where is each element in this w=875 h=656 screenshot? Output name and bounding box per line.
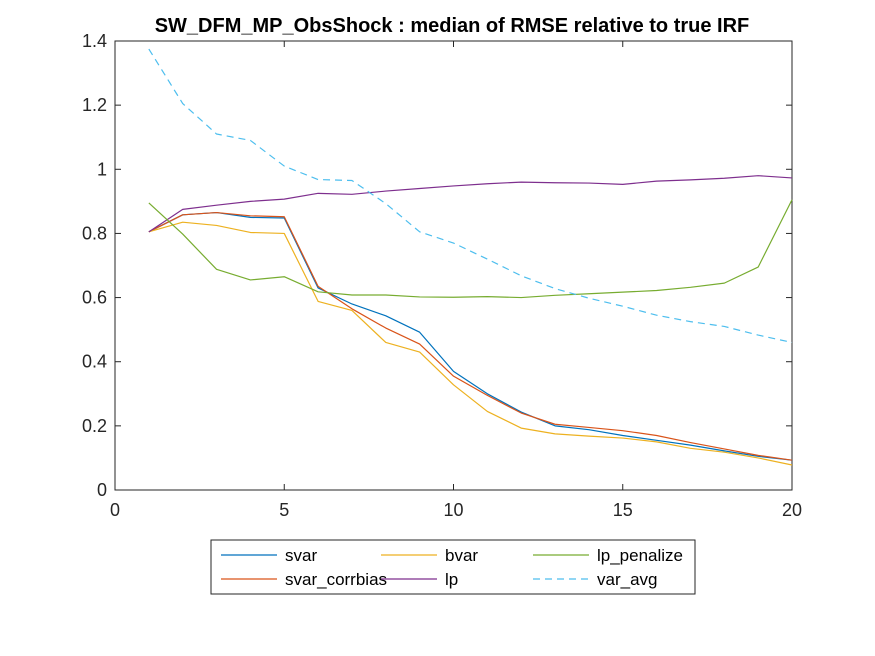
legend-item-svar-corrbias: svar_corrbias [221, 570, 387, 589]
legend-item-bvar: bvar [381, 546, 478, 565]
x-tick-label: 15 [613, 500, 633, 520]
y-tick-label: 0.2 [82, 416, 107, 436]
series-layer [148, 48, 793, 466]
legend-item-lp-penalize: lp_penalize [533, 546, 683, 565]
y-tick-label: 1.4 [82, 31, 107, 51]
legend-label: lp [445, 570, 458, 589]
chart-title: SW_DFM_MP_ObsShock : median of RMSE rela… [155, 15, 750, 37]
y-tick-label: 0.6 [82, 288, 107, 308]
x-tick-label: 0 [110, 500, 120, 520]
series-line-lp [148, 175, 793, 233]
legend-item-lp: lp [381, 570, 458, 589]
legend-label: var_avg [597, 570, 657, 589]
legend: svar bvar lp_penalize svar_corrbias lp var_av… [210, 539, 696, 595]
legend-label: lp_penalize [597, 546, 683, 565]
y-tick-label: 0.8 [82, 223, 107, 243]
legend-box [210, 539, 696, 595]
series-line-bvar [148, 221, 793, 466]
y-tick-label: 0 [97, 480, 107, 500]
y-tick-label: 0.4 [82, 352, 107, 372]
legend-label: svar [285, 546, 317, 565]
legend-item-var-avg: var_avg [533, 570, 657, 589]
series-line-svar-corrbias [148, 211, 793, 461]
plot-area: 0 5 10 15 20 0 0.2 0.4 0.6 0.8 1 1.2 1.4 [82, 31, 802, 520]
legend-label: svar_corrbias [285, 570, 387, 589]
x-tick-label: 20 [782, 500, 802, 520]
x-tick-label: 5 [279, 500, 289, 520]
series-line-lp-penalize [148, 199, 793, 299]
y-tick-label: 1.2 [82, 95, 107, 115]
legend-label: bvar [445, 546, 478, 565]
axes-box [114, 40, 793, 491]
series-line-var-avg [148, 48, 793, 344]
series-line-svar [148, 211, 793, 461]
x-tick-label: 10 [443, 500, 463, 520]
y-tick-label: 1 [97, 159, 107, 179]
legend-item-svar: svar [221, 546, 317, 565]
